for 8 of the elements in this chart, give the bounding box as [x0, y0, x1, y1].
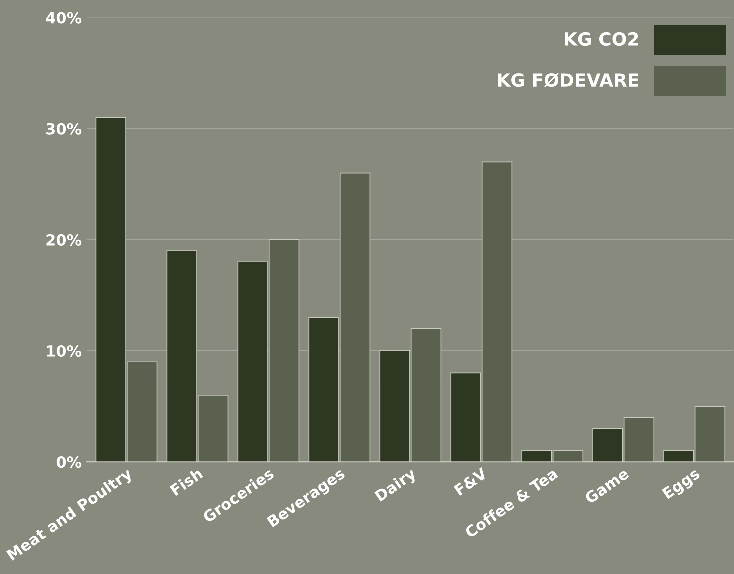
- y-tick-label: 0%: [56, 456, 82, 468]
- x-tick-label: Fish: [170, 468, 204, 496]
- y-tick-label: 10%: [47, 345, 82, 358]
- y-tick-label: 40%: [46, 12, 82, 24]
- y-tick-label: 30%: [46, 123, 82, 135]
- legend-label: KG FØDEVARE: [498, 73, 638, 88]
- y-tick-label: 20%: [46, 234, 82, 246]
- legend-label: KG CO2: [565, 32, 638, 46]
